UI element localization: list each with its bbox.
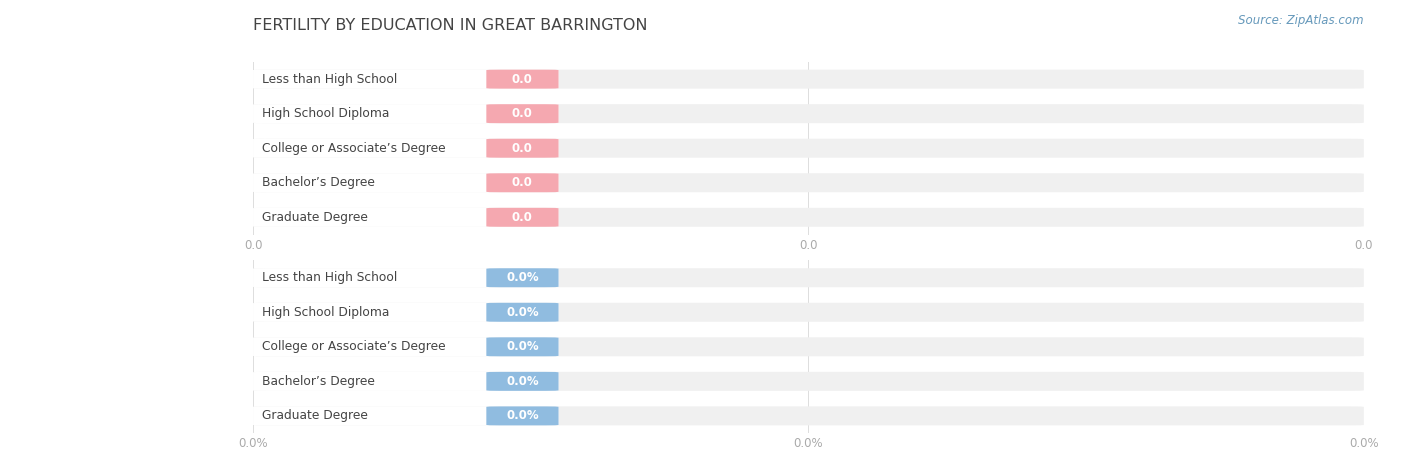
FancyBboxPatch shape	[253, 268, 558, 287]
Text: FERTILITY BY EDUCATION IN GREAT BARRINGTON: FERTILITY BY EDUCATION IN GREAT BARRINGT…	[253, 18, 648, 33]
FancyBboxPatch shape	[486, 268, 558, 287]
Text: High School Diploma: High School Diploma	[262, 306, 389, 319]
Text: College or Associate’s Degree: College or Associate’s Degree	[262, 340, 446, 353]
FancyBboxPatch shape	[253, 104, 1364, 123]
Text: High School Diploma: High School Diploma	[262, 107, 389, 120]
Text: 0.0: 0.0	[512, 176, 533, 189]
FancyBboxPatch shape	[253, 173, 558, 192]
Text: Less than High School: Less than High School	[262, 73, 398, 86]
FancyBboxPatch shape	[486, 303, 558, 322]
FancyBboxPatch shape	[253, 208, 558, 227]
FancyBboxPatch shape	[486, 173, 558, 192]
FancyBboxPatch shape	[253, 139, 1364, 158]
FancyBboxPatch shape	[486, 372, 558, 391]
Text: Source: ZipAtlas.com: Source: ZipAtlas.com	[1239, 14, 1364, 27]
FancyBboxPatch shape	[253, 104, 558, 123]
Text: Less than High School: Less than High School	[262, 271, 398, 284]
Text: College or Associate’s Degree: College or Associate’s Degree	[262, 142, 446, 155]
Text: 0.0: 0.0	[512, 73, 533, 86]
Text: Bachelor’s Degree: Bachelor’s Degree	[262, 176, 375, 189]
Text: 0.0%: 0.0%	[506, 340, 538, 353]
FancyBboxPatch shape	[486, 104, 558, 123]
FancyBboxPatch shape	[253, 268, 1364, 287]
FancyBboxPatch shape	[486, 69, 558, 89]
FancyBboxPatch shape	[253, 303, 1364, 322]
FancyBboxPatch shape	[486, 208, 558, 227]
FancyBboxPatch shape	[253, 303, 558, 322]
FancyBboxPatch shape	[253, 407, 558, 426]
Text: 0.0: 0.0	[512, 211, 533, 224]
Text: 0.0%: 0.0%	[506, 409, 538, 422]
Text: 0.0%: 0.0%	[506, 271, 538, 284]
FancyBboxPatch shape	[253, 139, 558, 158]
FancyBboxPatch shape	[253, 372, 1364, 391]
Text: Bachelor’s Degree: Bachelor’s Degree	[262, 375, 375, 388]
FancyBboxPatch shape	[253, 407, 1364, 426]
FancyBboxPatch shape	[486, 407, 558, 426]
Text: Graduate Degree: Graduate Degree	[262, 409, 368, 422]
Text: 0.0: 0.0	[512, 107, 533, 120]
Text: Graduate Degree: Graduate Degree	[262, 211, 368, 224]
FancyBboxPatch shape	[253, 69, 1364, 89]
FancyBboxPatch shape	[253, 173, 1364, 192]
FancyBboxPatch shape	[253, 372, 558, 391]
FancyBboxPatch shape	[253, 337, 558, 357]
FancyBboxPatch shape	[253, 69, 558, 89]
FancyBboxPatch shape	[486, 139, 558, 158]
Text: 0.0%: 0.0%	[506, 375, 538, 388]
Text: 0.0: 0.0	[512, 142, 533, 155]
FancyBboxPatch shape	[253, 208, 1364, 227]
FancyBboxPatch shape	[486, 337, 558, 357]
Text: 0.0%: 0.0%	[506, 306, 538, 319]
FancyBboxPatch shape	[253, 337, 1364, 357]
